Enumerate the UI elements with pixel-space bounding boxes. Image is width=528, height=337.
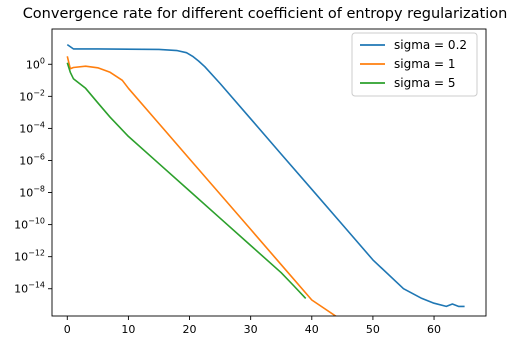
x-tick-label-5: 50 [366, 323, 380, 336]
legend-box [351, 32, 478, 97]
chart-title: Convergence rate for different coefficie… [23, 6, 508, 22]
x-tick-label-2: 20 [183, 323, 197, 336]
x-tick-label-4: 40 [305, 323, 319, 336]
y-tick-label-0: 100 [26, 56, 45, 71]
legend: sigma = 0.2 sigma = 1 sigma = 5 [351, 32, 478, 97]
series-line-0 [66, 43, 465, 308]
series-layer [66, 43, 465, 316]
y-tick-label-4: 10−8 [19, 185, 45, 200]
y-tick-label-7: 10−14 [14, 281, 45, 296]
series-line-1 [66, 56, 338, 316]
y-tick-label-3: 10−6 [19, 152, 45, 167]
x-tick-label-6: 60 [427, 323, 441, 336]
y-tick-label-6: 10−12 [14, 249, 45, 264]
axes-frame [51, 28, 487, 317]
y-tick-label-2: 10−4 [19, 120, 45, 135]
y-tick-label-5: 10−10 [14, 217, 45, 232]
series-line-2 [66, 62, 307, 299]
legend-label-2: sigma = 5 [394, 76, 456, 90]
legend-label-1: sigma = 1 [394, 57, 456, 71]
y-tick-label-1: 10−2 [19, 88, 45, 103]
x-tick-label-0: 0 [64, 323, 71, 336]
x-tick-label-1: 10 [121, 323, 135, 336]
legend-label-0: sigma = 0.2 [394, 38, 467, 52]
axes-layer: 0 10 20 30 40 50 60 100 10−2 10−4 10−6 10−8 10−10 10−… [14, 28, 487, 336]
x-tick-label-3: 30 [244, 323, 258, 336]
